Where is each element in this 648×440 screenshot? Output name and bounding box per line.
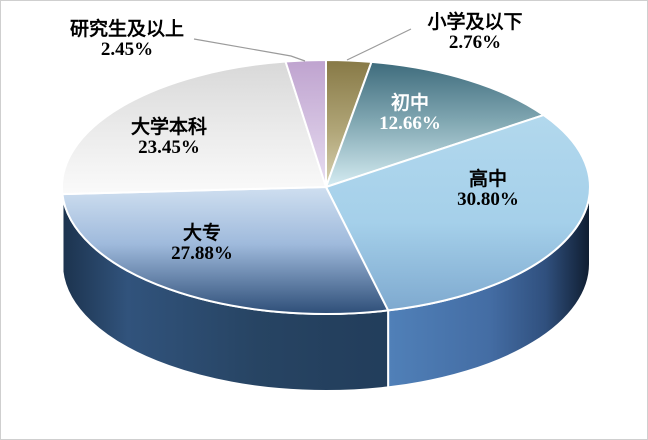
slice-percent-text: 27.88% [171, 243, 233, 264]
pie-slice-middle-school[interactable] [325, 60, 545, 188]
pie-slice-high-school[interactable] [325, 114, 591, 312]
leader-line-graduate-or-above [193, 38, 306, 62]
pie-slice-junior-college[interactable] [61, 186, 390, 315]
slice-percent-text: 2.76% [448, 32, 502, 53]
slice-percent-text: 23.45% [138, 137, 200, 158]
pie-slice-graduate-or-above[interactable] [284, 58, 327, 188]
slice-label-junior-college: 大专 27.88% [171, 224, 233, 264]
slice-category-text: 高中 [468, 169, 507, 190]
slice-category-text: 大学本科 [130, 117, 208, 138]
slice-percent-text: 30.80% [457, 189, 519, 210]
slice-label-primary-school-or-below: 小学及以下 2.76% [427, 13, 522, 53]
slice-label-bachelor-degree: 大学本科 23.45% [131, 118, 207, 158]
slice-label-high-school: 高中 30.80% [457, 170, 519, 210]
slice-percent-text: 2.45% [100, 39, 154, 60]
slice-category-text: 大专 [182, 223, 221, 244]
slice-label-graduate-or-above: 研究生及以上 2.45% [70, 20, 184, 60]
slice-percent-text: 12.66% [379, 113, 441, 134]
slice-category-text: 研究生及以上 [69, 19, 185, 40]
slice-category-text: 小学及以下 [427, 12, 523, 33]
slice-label-middle-school: 初中 12.66% [379, 94, 441, 134]
pie-slice-bachelor-degree[interactable] [61, 60, 327, 196]
slice-category-text: 初中 [390, 93, 429, 114]
leader-line-primary-school-or-below [346, 28, 412, 61]
